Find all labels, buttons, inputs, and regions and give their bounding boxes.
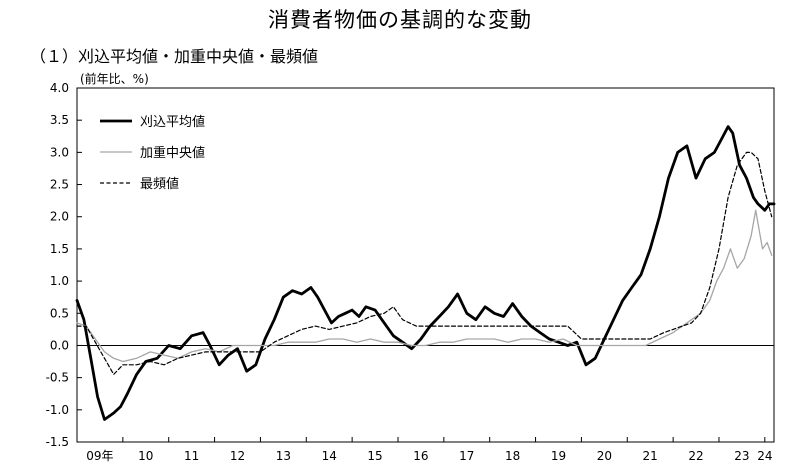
x-tick-label: 13	[276, 449, 291, 463]
chart-title: 消費者物価の基調的な変動	[268, 8, 532, 32]
plot-frame	[76, 87, 775, 443]
x-tick-label: 21	[643, 449, 658, 463]
legend-label-3: 最頻値	[140, 176, 179, 192]
axes-layer: 4.0 3.5 3.0 2.5 2.0 1.5 1.0 0.5 0.0 -0.5 -1.0 -1.5 0…	[46, 81, 775, 463]
x-tick-label: 14	[322, 449, 337, 463]
series-line-1	[75, 125, 776, 421]
x-tick-label: 15	[367, 449, 382, 463]
x-tick-label: 09年	[86, 449, 113, 463]
y-tick-label: -0.5	[46, 371, 69, 385]
y-tick-label: 4.0	[50, 81, 69, 95]
y-tick-label: -1.5	[46, 435, 69, 449]
y-tick-label: 0.5	[50, 306, 69, 320]
x-tick-label: 11	[184, 449, 199, 463]
series-layer	[75, 125, 776, 421]
x-tick-label: 12	[230, 449, 245, 463]
x-tick-label: 19	[551, 449, 566, 463]
y-tick-label: 3.0	[50, 145, 69, 159]
y-tick-label: 2.5	[50, 178, 69, 192]
chart-subtitle: （１）刈込平均値・加重中央値・最頻値	[30, 47, 319, 66]
y-axis-label: (前年比、%)	[80, 72, 149, 86]
y-tick-label: 1.0	[50, 274, 69, 288]
x-tick-label: 17	[459, 449, 474, 463]
y-tick-label: 1.5	[50, 242, 69, 256]
legend-label-2: 加重中央値	[140, 145, 205, 161]
x-tick-label: 10	[138, 449, 153, 463]
legend-label-1: 刈込平均値	[140, 114, 205, 130]
y-tick-label: 3.5	[50, 113, 69, 127]
y-tick-label: -1.0	[46, 403, 69, 417]
series-line-3	[76, 151, 773, 375]
y-tick-label: 2.0	[50, 210, 69, 224]
y-tick-label: 0.0	[50, 338, 69, 352]
x-tick-label: 23	[734, 449, 749, 463]
x-tick-label: 18	[505, 449, 520, 463]
x-tick-label: 16	[413, 449, 428, 463]
x-tick-label: 22	[688, 449, 703, 463]
series-line-2	[76, 209, 773, 363]
x-tick-label: 24	[757, 449, 772, 463]
x-tick-label: 20	[597, 449, 612, 463]
